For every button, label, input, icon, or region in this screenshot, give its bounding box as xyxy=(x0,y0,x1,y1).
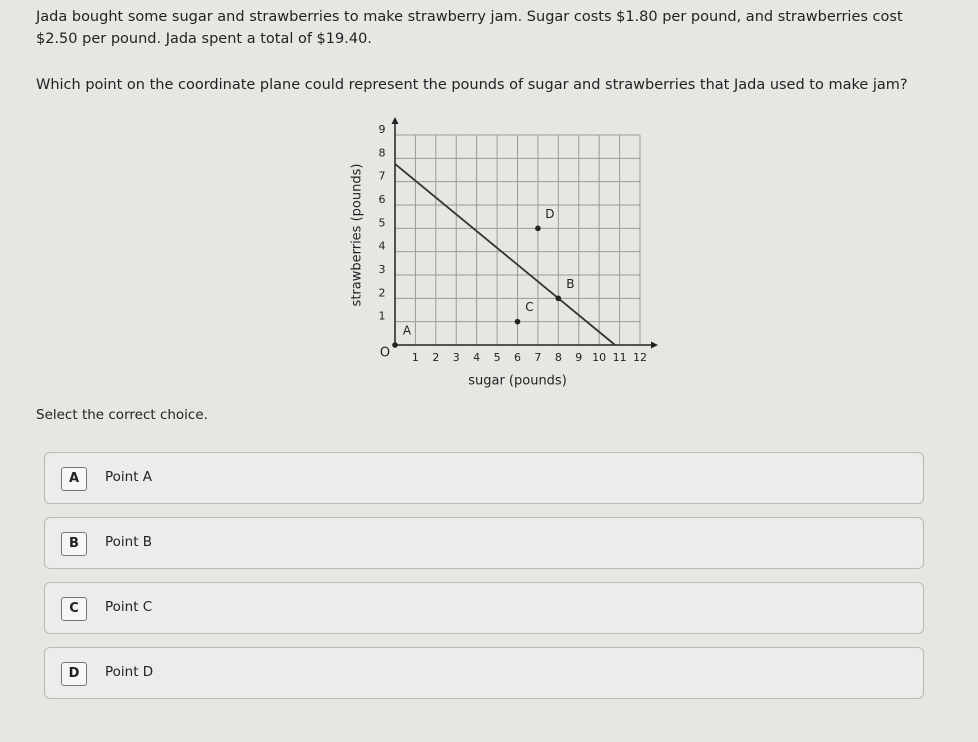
x-tick-label: 7 xyxy=(534,351,541,364)
x-tick-label: 12 xyxy=(633,351,647,364)
y-tick-label: 5 xyxy=(379,216,386,229)
x-tick-label: 2 xyxy=(432,351,439,364)
y-tick-label: 4 xyxy=(379,240,386,253)
choice-text: Point B xyxy=(105,534,153,550)
x-tick-label: 8 xyxy=(555,351,562,364)
question-text: Jada bought some sugar and strawberries … xyxy=(36,9,903,47)
arrow xyxy=(651,341,658,349)
point xyxy=(392,342,398,348)
y-tick-label: 3 xyxy=(379,263,386,276)
x-tick-label: 9 xyxy=(575,351,582,364)
y-tick-label: 1 xyxy=(379,310,386,323)
y-tick-label: 8 xyxy=(379,146,386,159)
choice-letter: D xyxy=(61,662,87,686)
y-tick-label: 9 xyxy=(379,123,386,136)
line xyxy=(394,163,616,346)
choice-text: Point A xyxy=(105,469,153,485)
point-label: A xyxy=(403,324,412,338)
y-axis-title: strawberries (pounds) xyxy=(350,164,365,307)
choice-text: Point D xyxy=(105,664,154,680)
point xyxy=(514,318,521,325)
x-tick-label: 6 xyxy=(514,351,521,364)
origin-label: O xyxy=(380,346,390,361)
arrow xyxy=(391,117,399,124)
x-tick-label: 10 xyxy=(592,351,606,364)
x-tick-label: 5 xyxy=(494,351,501,364)
point-label: C xyxy=(525,300,533,314)
instruction: Select the correct choice. xyxy=(36,407,208,423)
choice[interactable]: A Point A xyxy=(44,452,924,504)
choice-text: Point C xyxy=(105,599,153,615)
x-axis-title: sugar (pounds) xyxy=(468,374,567,389)
choice[interactable]: B Point B xyxy=(44,517,924,569)
point xyxy=(535,225,541,232)
y-tick-label: 6 xyxy=(379,193,386,206)
y-tick-label: 7 xyxy=(379,170,386,183)
y-tick-label: 2 xyxy=(379,286,386,299)
point-label: B xyxy=(566,277,574,291)
x-tick-label: 3 xyxy=(453,351,460,364)
choice[interactable]: C Point C xyxy=(44,582,924,634)
point xyxy=(555,295,562,302)
point-label: D xyxy=(545,207,554,221)
x-tick-label: 4 xyxy=(473,351,480,364)
choice-letter: A xyxy=(61,467,87,491)
choice-letter: C xyxy=(61,597,87,621)
choice-letter: B xyxy=(61,532,87,556)
x-tick-label: 11 xyxy=(613,351,627,364)
x-tick-label: 1 xyxy=(412,351,419,364)
question-prompt: Which point on the coordinate plane coul… xyxy=(36,77,908,93)
choice[interactable]: D Point D xyxy=(44,647,924,699)
